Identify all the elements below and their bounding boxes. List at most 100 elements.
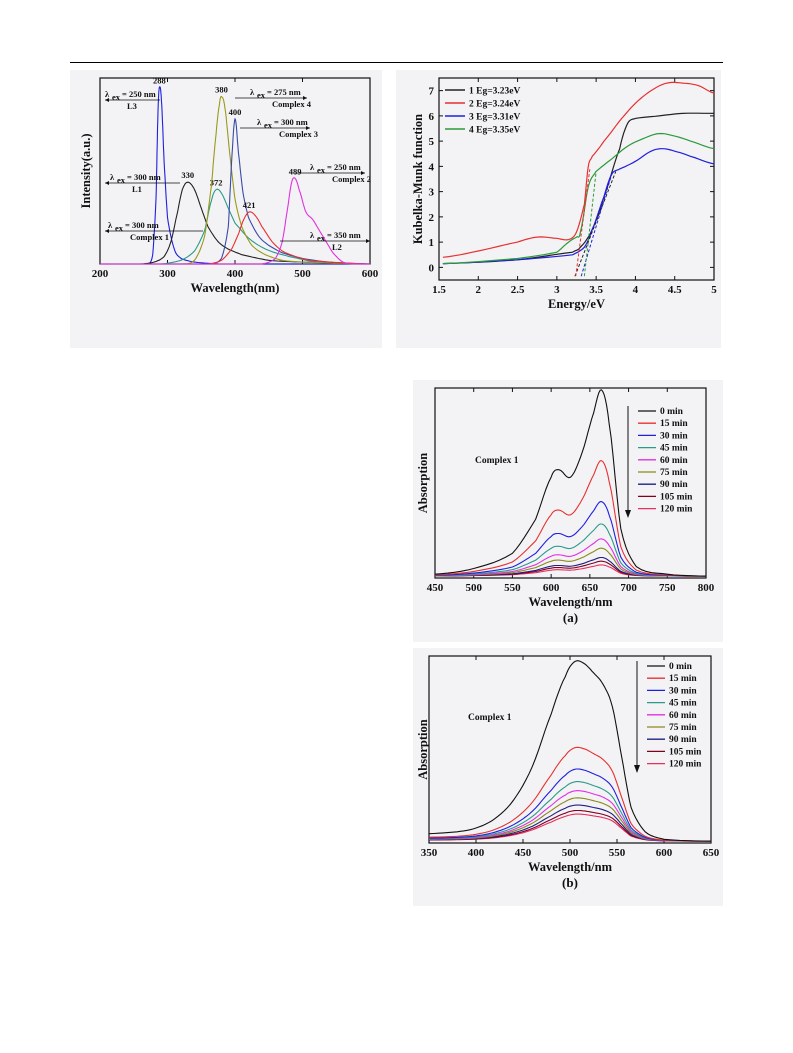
ex-subscript: ex bbox=[317, 233, 326, 243]
pl-series-line bbox=[100, 181, 371, 265]
ex-subscript: ex bbox=[317, 165, 326, 175]
pl-series-line bbox=[100, 177, 370, 265]
x-tick-label: 400 bbox=[468, 847, 485, 859]
x-tick-label: 5 bbox=[711, 284, 717, 296]
annotation-a3: λ ex = 300 nm Complex 3 bbox=[240, 117, 318, 139]
legend-label: 105 min bbox=[660, 492, 693, 502]
pl-chart-panel: 200 300 400 500 600 Wavelength(nm) Intensity(a… bbox=[70, 70, 382, 348]
absorption-series-line bbox=[429, 790, 711, 842]
annotation-name: L1 bbox=[132, 184, 142, 194]
header-rule bbox=[70, 62, 723, 63]
abs-b-chart-panel: 350 400 450 500 550 600 650 Wavelength/nm Absorp… bbox=[413, 648, 723, 906]
absorption-series-line bbox=[428, 781, 711, 842]
lambda-symbol: λ bbox=[250, 87, 255, 97]
y-tick-label: 1 bbox=[429, 237, 435, 249]
excitation-wavelength: = 300 nm bbox=[127, 172, 161, 182]
inner-label: Complex 1 bbox=[475, 456, 519, 466]
absorption-series-line bbox=[429, 797, 711, 842]
y-tick-label: 2 bbox=[429, 212, 435, 224]
ex-subscript: ex bbox=[264, 120, 273, 130]
plot-frame bbox=[434, 387, 707, 579]
x-tick-label: 3.5 bbox=[589, 284, 603, 296]
annotation-a6: λ ex = 300 nm Complex 1 bbox=[105, 220, 203, 242]
x-tick-label: 750 bbox=[659, 582, 676, 594]
x-tick-label: 600 bbox=[362, 268, 379, 280]
x-axis-label: Wavelength/nm bbox=[528, 595, 613, 609]
plot-frame bbox=[438, 77, 715, 281]
x-tick-label: 500 bbox=[294, 268, 311, 280]
x-tick-label: 500 bbox=[465, 582, 482, 594]
annotation-arrowhead bbox=[105, 98, 109, 102]
x-axis-label: Energy/eV bbox=[548, 297, 605, 311]
excitation-wavelength: = 300 nm bbox=[274, 117, 308, 127]
ex-subscript: ex bbox=[112, 92, 121, 102]
absorption-series-line bbox=[434, 501, 707, 577]
figure-caption: (b) bbox=[562, 875, 578, 890]
km-series-line bbox=[442, 81, 715, 258]
annotation-name: Complex 4 bbox=[272, 99, 312, 109]
absorption-series-line bbox=[429, 768, 711, 842]
annotation-name: L2 bbox=[332, 242, 342, 252]
legend-label: 60 min bbox=[660, 456, 688, 466]
legend-label: 75 min bbox=[660, 468, 688, 478]
y-tick-label: 6 bbox=[429, 111, 435, 123]
abs-b-chart: 350 400 450 500 550 600 650 Wavelength/nm Absorp… bbox=[416, 655, 720, 890]
annotation-a5: λ ex = 250 nm Complex 2 bbox=[295, 162, 371, 184]
legend-label: 90 min bbox=[669, 735, 697, 745]
ex-subscript: ex bbox=[257, 90, 266, 100]
annotation-arrowhead bbox=[366, 239, 370, 243]
x-tick-label: 2 bbox=[476, 284, 482, 296]
annotation-name: Complex 2 bbox=[332, 174, 371, 184]
x-tick-label: 2.5 bbox=[511, 284, 525, 296]
absorption-series-line bbox=[428, 746, 711, 842]
legend-label: 30 min bbox=[660, 431, 688, 441]
y-tick-label: 5 bbox=[429, 136, 435, 148]
absorption-series-line bbox=[434, 547, 706, 577]
pl-chart: 200 300 400 500 600 Wavelength(nm) Intensity(a… bbox=[79, 75, 379, 295]
y-axis-label: Intensity(a.u.) bbox=[79, 133, 93, 208]
annotation-arrowhead bbox=[105, 181, 109, 185]
absorption-series-line bbox=[435, 556, 706, 577]
y-axis-label: Absorption bbox=[416, 719, 430, 779]
y-tick-label: 0 bbox=[429, 262, 435, 274]
abs-a-chart-panel: 450 500 550 600 650 700 750 800 Wavelength/nm Abs… bbox=[413, 380, 723, 642]
legend-label: 45 min bbox=[660, 444, 688, 454]
x-tick-label: 3 bbox=[554, 284, 560, 296]
annotation-arrowhead bbox=[105, 229, 109, 233]
lambda-symbol: λ bbox=[110, 172, 115, 182]
lambda-symbol: λ bbox=[257, 117, 262, 127]
legend-label: 15 min bbox=[669, 674, 697, 684]
km-chart-panel: 1.5 2 2.5 3 3.5 4 4.5 5 0 1 2 3 4 5 6 7 Energy/eV Kubelka… bbox=[396, 70, 721, 348]
y-axis-label: Absorption bbox=[416, 453, 430, 513]
absorption-series-line bbox=[429, 804, 711, 842]
legend-label: 75 min bbox=[669, 723, 697, 733]
annotation-a2: λ ex = 275 nm Complex 4 bbox=[235, 87, 312, 109]
peak-label: 489 bbox=[289, 166, 302, 176]
ex-subscript: ex bbox=[117, 175, 126, 185]
x-tick-label: 450 bbox=[515, 847, 532, 859]
ex-subscript: ex bbox=[115, 223, 124, 233]
legend-label: 3 Eg=3.31eV bbox=[469, 113, 520, 123]
y-tick-label: 7 bbox=[429, 86, 435, 98]
absorption-series-line bbox=[428, 809, 711, 842]
x-tick-label: 4.5 bbox=[668, 284, 682, 296]
km-series-line bbox=[442, 112, 715, 265]
excitation-wavelength: = 275 nm bbox=[267, 87, 301, 97]
peak-label: 421 bbox=[243, 200, 256, 210]
legend-label: 30 min bbox=[669, 686, 697, 696]
legend-arrowhead bbox=[625, 510, 631, 518]
x-tick-label: 650 bbox=[582, 582, 599, 594]
excitation-wavelength: = 250 nm bbox=[122, 89, 156, 99]
legend-label: 60 min bbox=[669, 711, 697, 721]
tangent-line bbox=[575, 168, 591, 277]
y-tick-label: 3 bbox=[429, 187, 435, 199]
annotation-name: Complex 3 bbox=[279, 129, 318, 139]
excitation-wavelength: = 250 nm bbox=[327, 162, 361, 172]
legend-label: 0 min bbox=[669, 662, 693, 672]
peak-label: 288 bbox=[153, 75, 166, 85]
y-axis-label: Kubelka-Munk function bbox=[411, 114, 425, 244]
lambda-symbol: λ bbox=[105, 89, 110, 99]
km-series-line bbox=[442, 132, 715, 265]
x-tick-label: 200 bbox=[92, 268, 109, 280]
figure-caption: (a) bbox=[563, 610, 578, 625]
